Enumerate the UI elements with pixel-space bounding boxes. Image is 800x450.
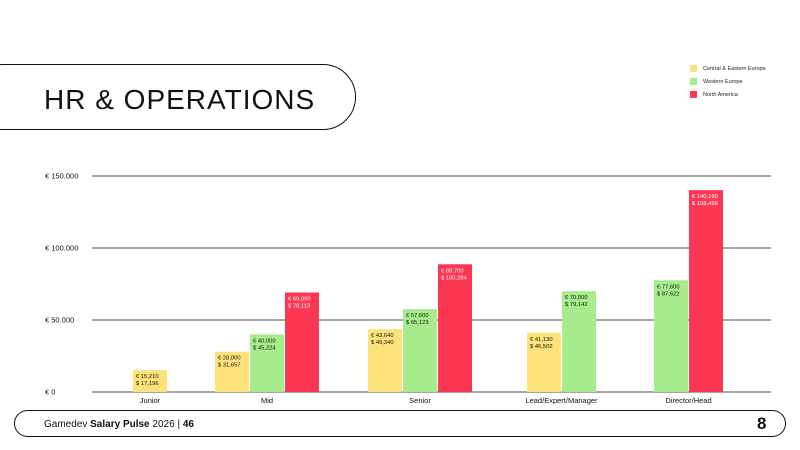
bar-2-1 <box>285 292 319 392</box>
footer-text: Gamedev Salary Pulse 2026 | 46 <box>44 419 194 430</box>
data-label-usd-0-2: $ 49,340 <box>371 340 394 346</box>
data-label-usd-0-3: $ 46,502 <box>530 344 553 350</box>
y-tick-label-3: € 150.000 <box>45 172 78 181</box>
x-tick-label-0: Junior <box>140 396 161 405</box>
data-label-eur-0-0: € 15,210 <box>136 374 159 380</box>
data-label-usd-1-4: $ 87,622 <box>657 291 680 297</box>
bar-0-0 <box>133 370 167 392</box>
bar-0-2 <box>368 329 402 392</box>
brand-logo: 8 <box>757 414 767 433</box>
data-label-usd-1-1: $ 45,224 <box>253 345 276 351</box>
legend-swatch-na <box>690 91 697 98</box>
data-label-usd-1-2: $ 65,123 <box>406 320 429 326</box>
bar-1-3 <box>562 291 596 392</box>
data-label-eur-0-2: € 43,640 <box>371 333 394 339</box>
footer-bar <box>14 410 786 437</box>
x-tick-label-3: Lead/Expert/Manager <box>525 396 598 405</box>
data-label-usd-2-4: $ 158,499 <box>692 201 718 207</box>
data-label-eur-1-1: € 40,000 <box>253 338 276 344</box>
data-label-usd-2-1: $ 78,113 <box>288 304 310 310</box>
data-label-usd-0-1: $ 31,657 <box>218 363 241 369</box>
legend-item-cee: Central & Eastern Europe <box>690 62 766 75</box>
footer-report-name: Salary Pulse <box>90 419 150 430</box>
data-label-eur-1-4: € 77,600 <box>657 284 680 290</box>
footer-year: 2026 <box>152 419 175 430</box>
data-label-usd-2-2: $ 100,284 <box>441 275 468 281</box>
bar-1-1 <box>250 334 284 392</box>
page-title: HR & OPERATIONS <box>44 84 316 115</box>
y-tick-label-2: € 100.000 <box>45 244 78 253</box>
data-label-eur-0-1: € 28,000 <box>218 356 241 362</box>
footer-separator: | <box>177 419 181 430</box>
data-label-eur-1-2: € 57,600 <box>406 313 429 319</box>
legend-label-na: North America <box>703 91 738 98</box>
legend-item-we: Western Europe <box>690 75 766 88</box>
data-label-eur-2-4: € 140,190 <box>692 194 718 200</box>
x-tick-label-1: Mid <box>261 396 273 405</box>
footer-page-number: 46 <box>182 419 194 430</box>
bar-0-3 <box>527 332 561 392</box>
title-pill <box>0 64 356 130</box>
data-label-eur-2-2: € 88,700 <box>441 268 464 274</box>
data-label-eur-0-3: € 41,130 <box>530 337 553 343</box>
y-tick-label-0: € 0 <box>45 388 55 397</box>
bar-chart: € 0€ 50.000€ 100.000€ 150.000€ 15,210$ 1… <box>45 172 771 405</box>
chart-legend: Central & Eastern Europe Western Europe … <box>690 62 766 101</box>
legend-swatch-we <box>690 78 697 85</box>
x-tick-label-2: Senior <box>409 396 431 405</box>
y-tick-label-1: € 50.000 <box>45 316 74 325</box>
bar-2-4 <box>689 190 723 392</box>
data-label-usd-1-3: $ 79,142 <box>565 302 588 308</box>
bar-1-2 <box>403 309 437 392</box>
bar-2-2 <box>438 264 472 392</box>
legend-label-we: Western Europe <box>703 78 743 85</box>
legend-label-cee: Central & Eastern Europe <box>703 65 766 72</box>
legend-item-na: North America <box>690 88 766 101</box>
x-tick-label-4: Director/Head <box>665 396 711 405</box>
data-label-eur-2-1: € 69,090 <box>288 297 311 303</box>
bar-0-1 <box>215 351 249 392</box>
data-label-usd-0-0: $ 17,196 <box>136 381 159 387</box>
bar-1-4 <box>654 280 688 392</box>
footer-brand: Gamedev <box>44 419 88 430</box>
data-label-eur-1-3: € 70,000 <box>565 295 588 301</box>
legend-swatch-cee <box>690 65 697 72</box>
